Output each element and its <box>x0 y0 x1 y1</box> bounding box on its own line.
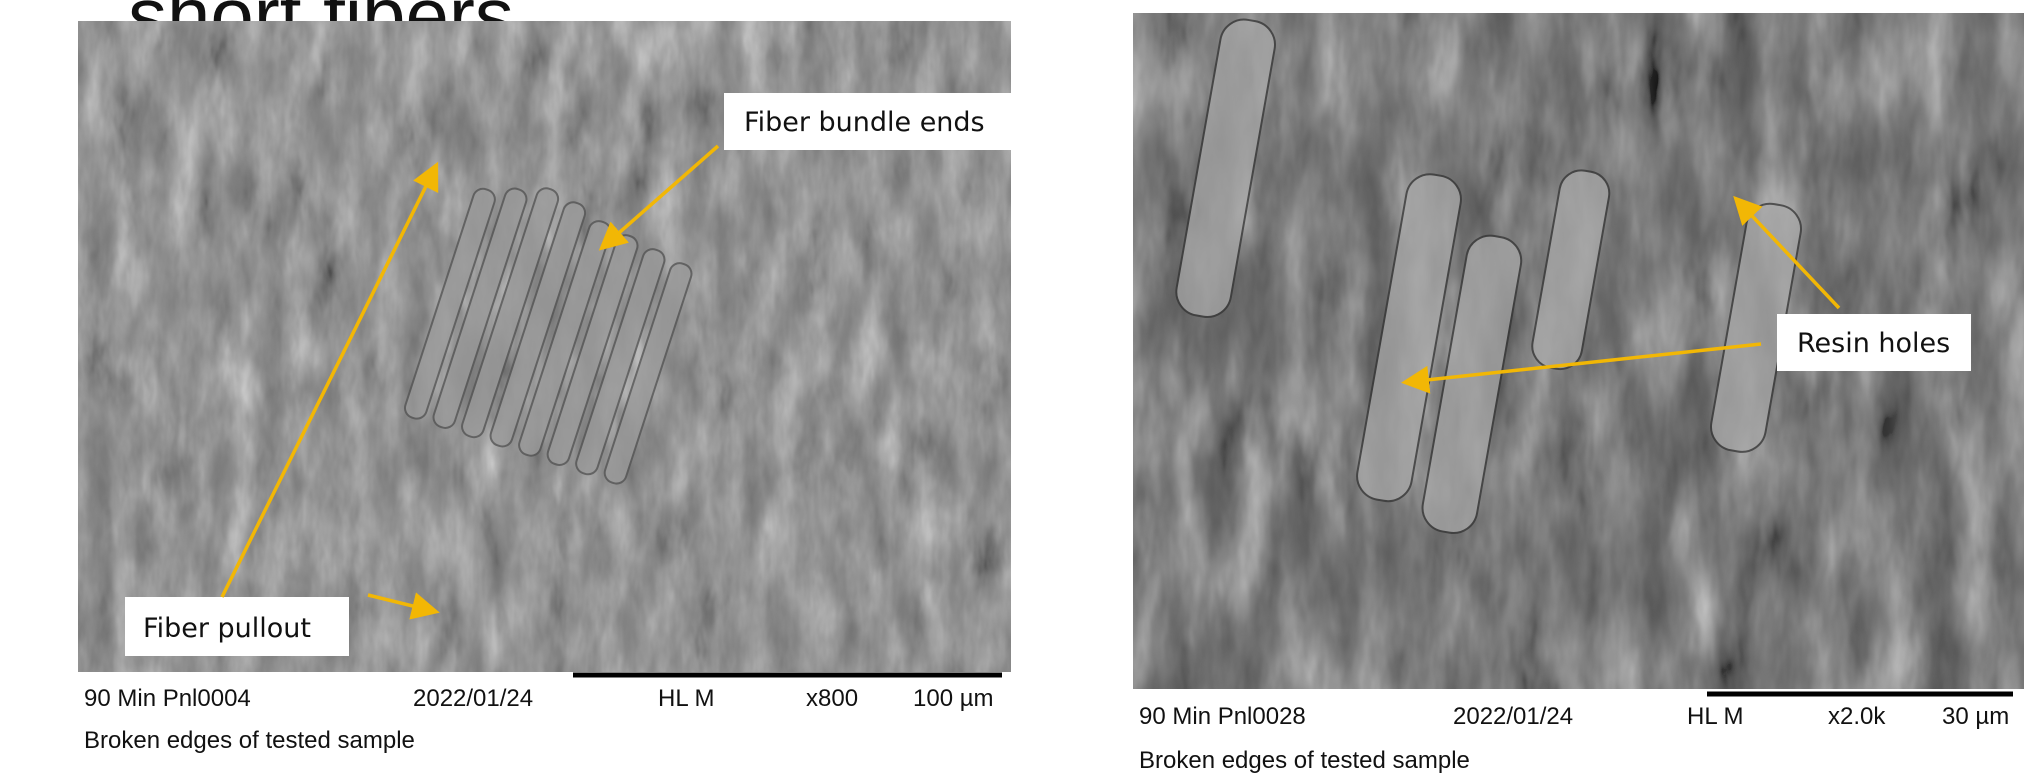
annotation-label: Resin holes <box>1797 328 1950 359</box>
annotation-label: Fiber pullout <box>143 613 311 644</box>
mode: HL M <box>1687 703 1743 730</box>
annotation-label: Fiber bundle ends <box>744 107 985 138</box>
caption: Broken edges of tested sample <box>1139 747 1470 774</box>
mode: HL M <box>658 685 714 712</box>
magnification: x2.0k <box>1828 703 1886 730</box>
right-panel: Resin holes 90 Min Pnl0028 2022/01/24 HL… <box>1133 13 2024 774</box>
sample-id: 90 Min Pnl0028 <box>1139 703 1306 730</box>
magnification: x800 <box>806 685 858 712</box>
slide: short fibers Fiber bundle ends Fiber pul… <box>0 0 2028 776</box>
date: 2022/01/24 <box>413 685 533 712</box>
left-panel: Fiber bundle ends Fiber pullout 90 Min P… <box>78 21 1011 754</box>
date: 2022/01/24 <box>1453 703 1573 730</box>
scale-label: 100 µm <box>913 685 994 712</box>
scale-label: 30 µm <box>1942 703 2009 730</box>
caption: Broken edges of tested sample <box>84 727 415 754</box>
sample-id: 90 Min Pnl0004 <box>84 685 251 712</box>
